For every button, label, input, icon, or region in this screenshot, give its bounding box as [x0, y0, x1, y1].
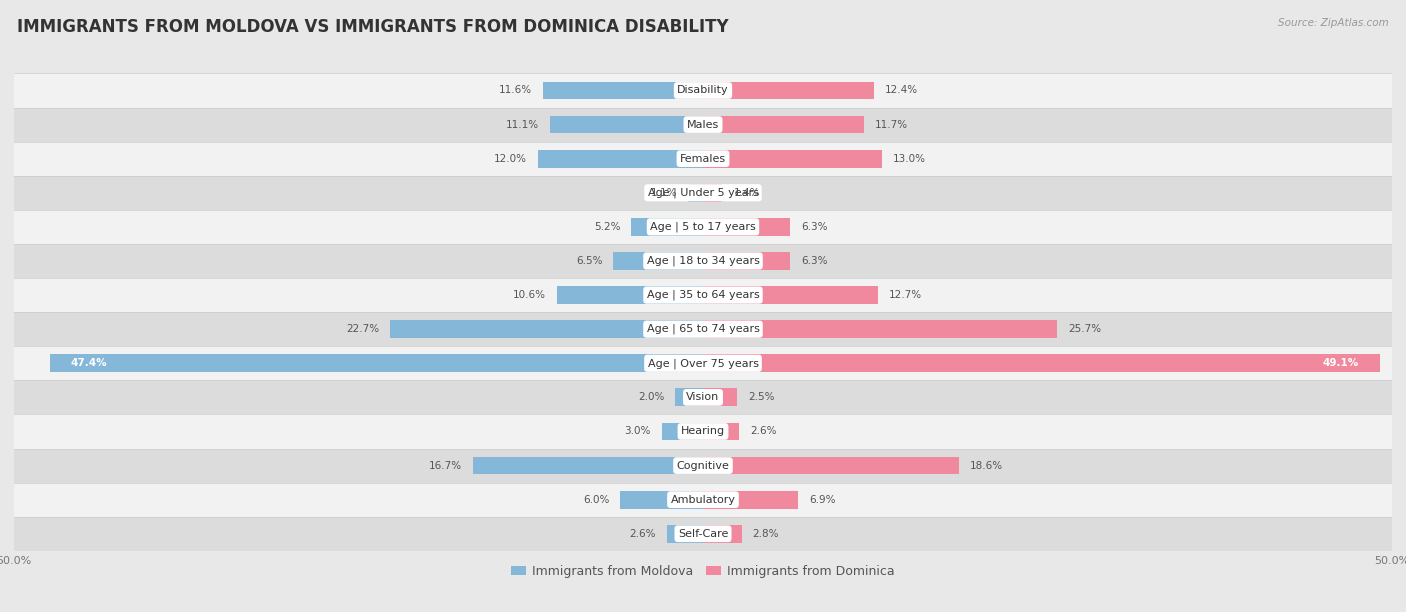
Bar	[613, 252, 703, 270]
Bar	[14, 244, 1392, 278]
Bar	[14, 517, 1392, 551]
Bar	[703, 423, 738, 440]
Text: IMMIGRANTS FROM MOLDOVA VS IMMIGRANTS FROM DOMINICA DISABILITY: IMMIGRANTS FROM MOLDOVA VS IMMIGRANTS FR…	[17, 18, 728, 36]
Text: 6.5%: 6.5%	[576, 256, 602, 266]
Legend: Immigrants from Moldova, Immigrants from Dominica: Immigrants from Moldova, Immigrants from…	[506, 560, 900, 583]
Text: 11.7%: 11.7%	[875, 119, 908, 130]
Bar	[620, 491, 703, 509]
Text: 1.1%: 1.1%	[651, 188, 676, 198]
Bar	[703, 81, 875, 99]
Bar	[675, 389, 703, 406]
Bar	[703, 150, 882, 168]
Bar	[631, 218, 703, 236]
Bar	[391, 320, 703, 338]
Bar	[703, 252, 790, 270]
Bar	[688, 184, 703, 201]
Text: 2.6%: 2.6%	[630, 529, 657, 539]
Bar	[14, 210, 1392, 244]
Bar	[14, 346, 1392, 380]
Bar	[14, 278, 1392, 312]
Text: Females: Females	[681, 154, 725, 163]
Text: 10.6%: 10.6%	[513, 290, 546, 300]
Text: 2.0%: 2.0%	[638, 392, 665, 402]
Text: 25.7%: 25.7%	[1069, 324, 1101, 334]
Text: Ambulatory: Ambulatory	[671, 494, 735, 505]
Bar	[14, 483, 1392, 517]
Text: 12.4%: 12.4%	[884, 86, 918, 95]
Text: 11.1%: 11.1%	[506, 119, 538, 130]
Text: Hearing: Hearing	[681, 427, 725, 436]
Bar	[557, 286, 703, 304]
Bar	[703, 218, 790, 236]
Text: 18.6%: 18.6%	[970, 461, 1004, 471]
Text: 3.0%: 3.0%	[624, 427, 651, 436]
Text: Age | Over 75 years: Age | Over 75 years	[648, 358, 758, 368]
Text: 47.4%: 47.4%	[70, 358, 107, 368]
Text: Age | 35 to 64 years: Age | 35 to 64 years	[647, 290, 759, 300]
Bar	[668, 525, 703, 543]
Bar	[14, 73, 1392, 108]
Bar	[703, 491, 799, 509]
Text: 11.6%: 11.6%	[499, 86, 531, 95]
Text: 12.0%: 12.0%	[494, 154, 527, 163]
Text: 5.2%: 5.2%	[593, 222, 620, 232]
Text: 1.4%: 1.4%	[734, 188, 759, 198]
Text: Age | 65 to 74 years: Age | 65 to 74 years	[647, 324, 759, 334]
Text: 12.7%: 12.7%	[889, 290, 922, 300]
Bar	[14, 141, 1392, 176]
Text: 2.5%: 2.5%	[748, 392, 775, 402]
Bar	[703, 389, 738, 406]
Bar	[14, 414, 1392, 449]
Text: 2.8%: 2.8%	[752, 529, 779, 539]
Bar	[550, 116, 703, 133]
Text: 6.3%: 6.3%	[801, 256, 827, 266]
Text: Disability: Disability	[678, 86, 728, 95]
Bar	[49, 354, 703, 372]
Text: Age | Under 5 years: Age | Under 5 years	[648, 187, 758, 198]
Text: Source: ZipAtlas.com: Source: ZipAtlas.com	[1278, 18, 1389, 28]
Bar	[703, 116, 865, 133]
Bar	[14, 108, 1392, 141]
Text: 6.0%: 6.0%	[583, 494, 609, 505]
Bar	[14, 312, 1392, 346]
Text: 6.3%: 6.3%	[801, 222, 827, 232]
Text: Males: Males	[688, 119, 718, 130]
Bar	[703, 184, 723, 201]
Text: 49.1%: 49.1%	[1323, 358, 1358, 368]
Text: Self-Care: Self-Care	[678, 529, 728, 539]
Bar	[537, 150, 703, 168]
Text: 13.0%: 13.0%	[893, 154, 927, 163]
Bar	[703, 525, 741, 543]
Bar	[703, 286, 877, 304]
Bar	[472, 457, 703, 474]
Text: 2.6%: 2.6%	[749, 427, 776, 436]
Bar	[14, 449, 1392, 483]
Text: Vision: Vision	[686, 392, 720, 402]
Text: Cognitive: Cognitive	[676, 461, 730, 471]
Text: 6.9%: 6.9%	[808, 494, 835, 505]
Bar	[703, 320, 1057, 338]
Bar	[662, 423, 703, 440]
Bar	[543, 81, 703, 99]
Bar	[14, 380, 1392, 414]
Text: 16.7%: 16.7%	[429, 461, 461, 471]
Text: 22.7%: 22.7%	[346, 324, 380, 334]
Text: Age | 5 to 17 years: Age | 5 to 17 years	[650, 222, 756, 232]
Bar	[703, 457, 959, 474]
Bar	[14, 176, 1392, 210]
Bar	[703, 354, 1379, 372]
Text: Age | 18 to 34 years: Age | 18 to 34 years	[647, 256, 759, 266]
